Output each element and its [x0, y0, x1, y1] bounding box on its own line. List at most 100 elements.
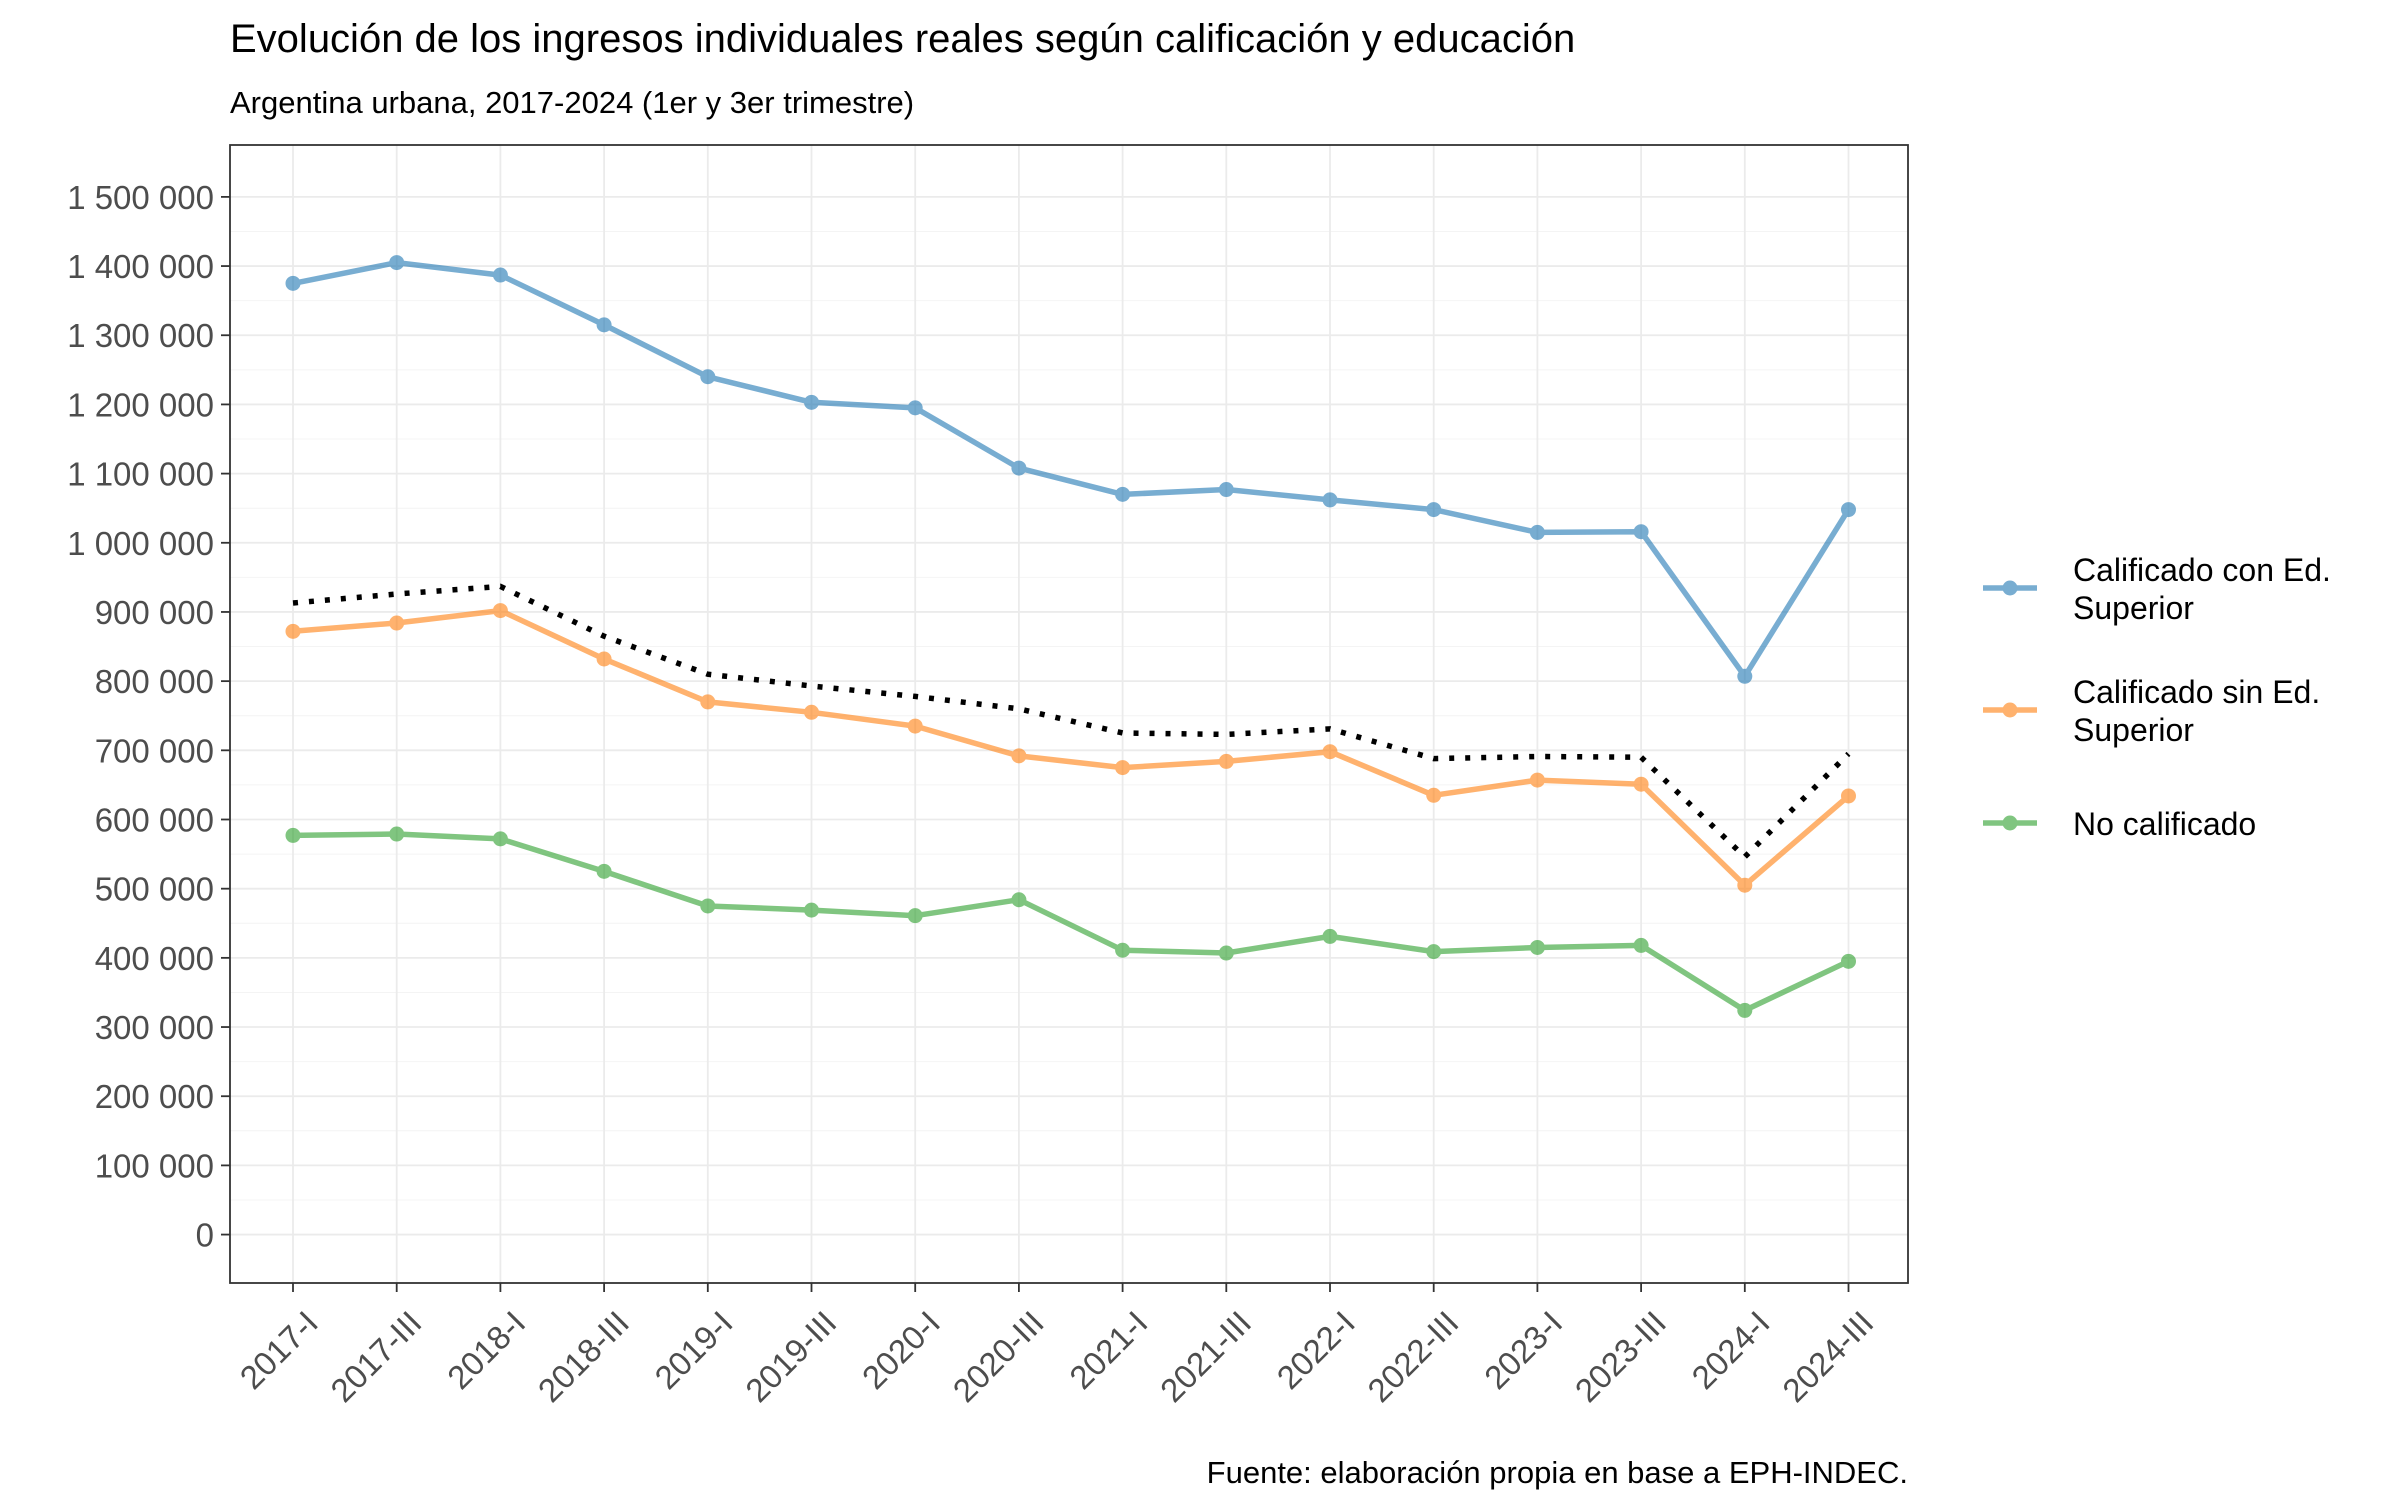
- chart-title: Evolución de los ingresos individuales r…: [230, 17, 1575, 61]
- data-point: [492, 603, 508, 619]
- data-point: [1218, 753, 1234, 769]
- x-tick-label: 2024-I: [1684, 1304, 1776, 1396]
- data-point: [1737, 877, 1753, 893]
- data-point: [492, 831, 508, 847]
- y-tick-label: 1 300 000: [67, 317, 214, 354]
- y-tick-label: 1 200 000: [67, 386, 214, 423]
- legend-key-point: [2002, 702, 2018, 718]
- data-point: [389, 615, 405, 631]
- x-tick-label: 2022-I: [1270, 1304, 1362, 1396]
- legend-label: Calificado sin Ed.: [2073, 674, 2320, 710]
- data-point: [1322, 492, 1338, 508]
- series-0: [285, 255, 1856, 684]
- x-tick-label: 2020-III: [946, 1304, 1051, 1409]
- y-tick-label: 900 000: [95, 594, 214, 631]
- plot-panel-background: [230, 145, 1908, 1283]
- legend-label: Calificado con Ed.: [2073, 552, 2331, 588]
- y-tick-label: 700 000: [95, 732, 214, 769]
- data-point: [1115, 942, 1131, 958]
- data-point: [285, 623, 301, 639]
- series-lines: [285, 255, 1856, 1018]
- y-tick-label: 800 000: [95, 663, 214, 700]
- legend-key-point: [2002, 580, 2018, 596]
- data-point: [1011, 748, 1027, 764]
- data-point: [1737, 1002, 1753, 1018]
- y-tick-label: 1 500 000: [67, 179, 214, 216]
- y-tick-label: 600 000: [95, 801, 214, 838]
- x-tick-label: 2017-I: [233, 1304, 325, 1396]
- data-point: [1011, 892, 1027, 908]
- data-point: [1322, 744, 1338, 760]
- x-tick-label: 2021-I: [1062, 1304, 1154, 1396]
- data-point: [700, 694, 716, 710]
- series-1: [285, 603, 1856, 893]
- data-point: [1529, 772, 1545, 788]
- x-tick-label: 2018-I: [440, 1304, 532, 1396]
- legend-key-point: [2002, 815, 2018, 831]
- x-tick-label: 2019-I: [647, 1304, 739, 1396]
- data-point: [492, 267, 508, 283]
- legend-key: [1983, 702, 2037, 718]
- data-point: [907, 908, 923, 924]
- data-point: [285, 275, 301, 291]
- data-point: [1841, 953, 1856, 969]
- data-point: [1218, 482, 1234, 498]
- data-point: [389, 255, 405, 271]
- data-point: [907, 400, 923, 416]
- legend-label: Superior: [2073, 590, 2194, 626]
- data-point: [1115, 760, 1131, 776]
- data-point: [907, 718, 923, 734]
- data-point: [1115, 486, 1131, 502]
- data-point: [1841, 788, 1856, 804]
- x-tick-label: 2019-III: [738, 1304, 843, 1409]
- data-point: [1529, 524, 1545, 540]
- data-point: [1322, 928, 1338, 944]
- legend-label: Superior: [2073, 712, 2194, 748]
- x-tick-label: 2022-III: [1360, 1304, 1465, 1409]
- legend-key: [1983, 815, 2037, 831]
- x-tick-label: 2023-I: [1477, 1304, 1569, 1396]
- x-tick-label: 2024-III: [1775, 1304, 1880, 1409]
- x-tick-label: 2023-III: [1568, 1304, 1673, 1409]
- data-point: [1737, 668, 1753, 684]
- y-tick-label: 100 000: [95, 1147, 214, 1184]
- y-tick-label: 1 000 000: [67, 525, 214, 562]
- data-point: [285, 827, 301, 843]
- y-tick-label: 200 000: [95, 1078, 214, 1115]
- chart-caption: Fuente: elaboración propia en base a EPH…: [1207, 1455, 1908, 1490]
- data-point: [596, 317, 612, 333]
- data-point: [1426, 944, 1442, 960]
- legend-key: [1983, 580, 2037, 596]
- data-point: [700, 898, 716, 914]
- data-point: [1426, 502, 1442, 518]
- x-tick-label: 2020-I: [855, 1304, 947, 1396]
- y-tick-label: 300 000: [95, 1009, 214, 1046]
- series-line: [292, 259, 1851, 680]
- x-tick-label: 2017-III: [323, 1304, 428, 1409]
- data-point: [1426, 787, 1442, 803]
- y-tick-label: 400 000: [95, 940, 214, 977]
- data-point: [596, 651, 612, 667]
- data-point: [1633, 937, 1649, 953]
- y-tick-label: 500 000: [95, 871, 214, 908]
- grid-lines: [230, 145, 1908, 1283]
- series-line: [292, 831, 1850, 1014]
- data-point: [1218, 945, 1234, 961]
- y-tick-label: 1 100 000: [67, 456, 214, 493]
- data-point: [389, 826, 405, 842]
- legend-label: No calificado: [2073, 806, 2256, 842]
- chart-subtitle: Argentina urbana, 2017-2024 (1er y 3er t…: [230, 85, 914, 120]
- data-point: [596, 863, 612, 879]
- data-point: [1841, 502, 1856, 518]
- x-tick-label: 2021-III: [1153, 1304, 1258, 1409]
- data-point: [1011, 460, 1027, 476]
- data-point: [1633, 524, 1649, 540]
- data-point: [804, 902, 819, 918]
- series-2: [285, 826, 1856, 1018]
- data-point: [700, 369, 716, 385]
- data-point: [804, 394, 819, 410]
- series-line: [292, 607, 1851, 888]
- y-tick-label: 0: [196, 1217, 214, 1254]
